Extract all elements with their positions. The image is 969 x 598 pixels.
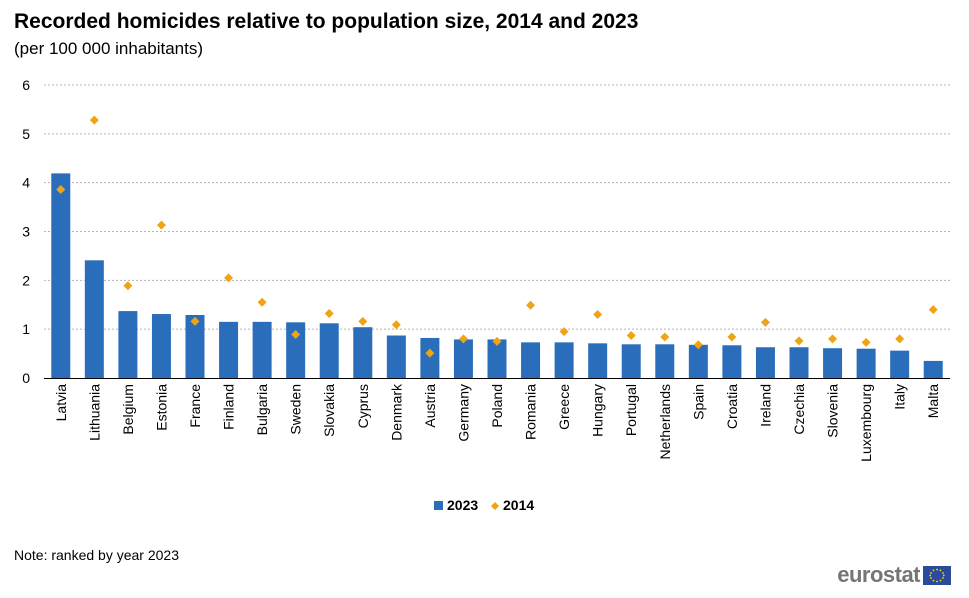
chart-area: 0 1 2 3 4 5 6 Latvia Lithuania Belgium Estonia Fran… [22, 77, 950, 513]
marker-2014 [895, 334, 905, 344]
bar-2023 [453, 339, 473, 378]
bar-2023 [487, 339, 507, 378]
x-tick-label: France [187, 384, 203, 428]
marker-2014 [391, 320, 401, 330]
eurostat-logo: eurostat [837, 562, 951, 588]
bar-2023 [185, 315, 205, 378]
logo-text: eurostat [837, 562, 920, 587]
marker-2014 [828, 334, 838, 344]
bar-2023 [319, 323, 339, 378]
marker-2014 [56, 185, 66, 195]
marker-2014 [693, 340, 703, 350]
x-tick-label: Slovakia [321, 384, 337, 437]
bar-2023 [789, 347, 809, 378]
marker-2014 [626, 331, 636, 341]
x-tick-label: Sweden [288, 384, 304, 435]
x-tick-label: Germany [455, 384, 471, 442]
marker-2014 [123, 281, 133, 291]
x-tick-label: Bulgaria [254, 384, 270, 436]
x-tick-label: Italy [892, 384, 908, 410]
marker-2014 [89, 115, 99, 125]
bar-2023 [521, 342, 541, 378]
marker-2014 [526, 300, 536, 310]
x-tick-label: Portugal [623, 384, 639, 436]
y-tick-label: 5 [22, 126, 30, 142]
marker-2014 [861, 337, 871, 347]
x-tick-label: Spain [690, 384, 706, 420]
x-tick-label: Finland [221, 384, 237, 430]
marker-2014 [425, 348, 435, 358]
bar-2023 [286, 322, 306, 378]
bar-2023 [588, 343, 608, 378]
marker-2014 [324, 309, 334, 319]
marker-2014 [928, 305, 938, 315]
bar-2023 [823, 348, 843, 378]
y-tick-label: 1 [22, 321, 30, 337]
bar-2023 [252, 321, 272, 378]
marker-2014 [458, 334, 468, 344]
marker-2014 [727, 332, 737, 342]
bar-2023 [51, 173, 71, 378]
bar-2023 [923, 360, 943, 378]
bar-2023 [420, 337, 440, 378]
x-tick-label: Poland [489, 384, 505, 428]
bar-2023 [84, 260, 104, 378]
bar-2023 [722, 345, 742, 378]
x-tick-label: Czechia [791, 384, 807, 435]
bar-2023 [688, 344, 708, 378]
marker-2014 [257, 297, 267, 307]
x-tick-label: Croatia [724, 384, 740, 429]
x-tick-label: Austria [422, 384, 438, 428]
bar-2023 [890, 350, 910, 378]
x-tick-label: Lithuania [86, 384, 102, 441]
marker-2014 [291, 330, 301, 340]
legend-swatch-2023 [434, 501, 443, 510]
x-tick-label: Romania [523, 384, 539, 440]
marker-2014 [593, 310, 603, 320]
marker-2014 [358, 316, 368, 326]
bar-2023 [755, 347, 775, 378]
chart-note: Note: ranked by year 2023 [14, 547, 179, 563]
y-tick-label: 6 [22, 77, 30, 93]
x-tick-label: Latvia [53, 384, 69, 422]
bar-2023 [219, 321, 239, 378]
y-tick-label: 0 [22, 370, 30, 386]
chart-title: Recorded homicides relative to populatio… [14, 10, 639, 33]
bar-2023 [118, 311, 138, 378]
marker-2014 [156, 220, 166, 230]
marker-2014 [760, 317, 770, 327]
x-tick-label: Estonia [153, 384, 169, 431]
legend-swatch-2014 [491, 502, 499, 510]
marker-2014 [190, 316, 200, 326]
x-tick-label: Belgium [120, 384, 136, 435]
legend-label-2014: 2014 [503, 497, 534, 513]
eu-flag-icon [923, 565, 951, 585]
chart-subtitle: (per 100 000 inhabitants) [14, 39, 204, 58]
y-tick-label: 3 [22, 224, 30, 240]
x-tick-label: Ireland [757, 384, 773, 427]
bar-2023 [655, 344, 675, 378]
marker-2014 [660, 332, 670, 342]
bar-2023 [386, 335, 406, 378]
x-tick-label: Cyprus [355, 384, 371, 428]
marker-2014 [794, 336, 804, 346]
x-tick-label: Hungary [590, 384, 606, 437]
bar-2023 [151, 314, 171, 378]
bar-2023 [554, 342, 574, 378]
marker-2014 [224, 273, 234, 283]
marker-2014 [559, 327, 569, 337]
x-tick-label: Greece [556, 384, 572, 430]
x-tick-label: Netherlands [657, 384, 673, 460]
x-tick-label: Luxembourg [858, 384, 874, 462]
bar-2023 [856, 348, 876, 378]
y-tick-label: 2 [22, 272, 30, 288]
marker-2014 [492, 336, 502, 346]
y-tick-label: 4 [22, 175, 30, 191]
bar-2023 [621, 344, 641, 378]
bar-2023 [353, 327, 373, 378]
x-tick-label: Malta [925, 384, 941, 418]
x-tick-label: Denmark [388, 383, 404, 441]
x-tick-label: Slovenia [825, 384, 841, 438]
legend-label-2023: 2023 [447, 497, 478, 513]
